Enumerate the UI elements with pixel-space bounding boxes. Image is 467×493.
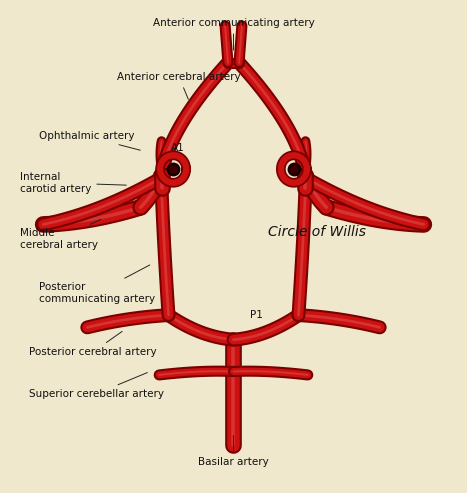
Text: Posterior
communicating artery: Posterior communicating artery: [38, 265, 155, 304]
Text: Anterior cerebral artery: Anterior cerebral artery: [117, 72, 241, 99]
Text: Superior cerebellar artery: Superior cerebellar artery: [29, 373, 164, 398]
Text: Posterior cerebral artery: Posterior cerebral artery: [29, 331, 157, 357]
Text: Internal
carotid artery: Internal carotid artery: [20, 172, 126, 194]
Text: Anterior communicating artery: Anterior communicating artery: [153, 18, 314, 50]
Text: Circle of Willis: Circle of Willis: [269, 225, 366, 239]
Text: Basilar artery: Basilar artery: [198, 435, 269, 467]
Text: P1: P1: [250, 310, 262, 320]
Text: Ophthalmic artery: Ophthalmic artery: [38, 131, 140, 150]
Text: A1: A1: [171, 143, 184, 153]
Text: Middle
cerebral artery: Middle cerebral artery: [20, 219, 101, 250]
